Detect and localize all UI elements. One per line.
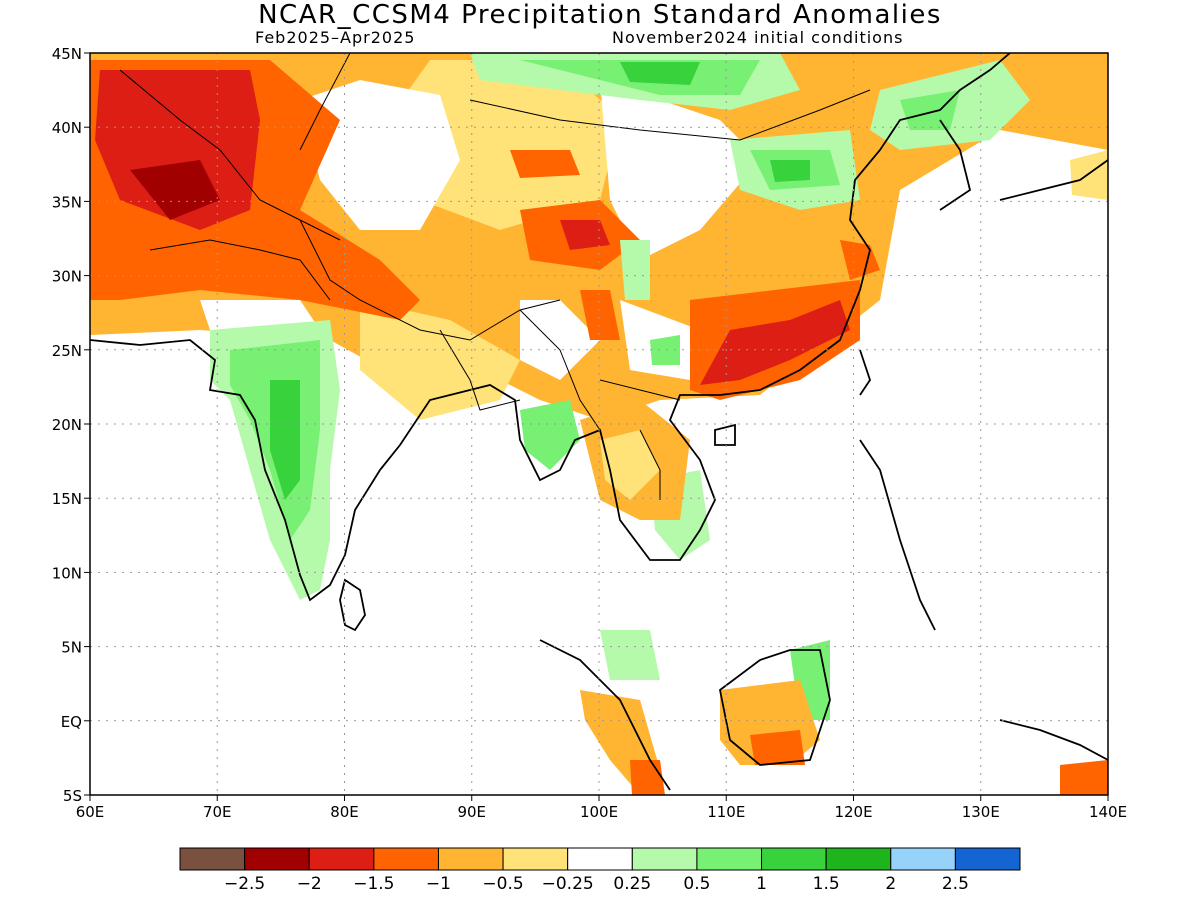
legend-label: −0.25: [542, 874, 594, 894]
coastlines: [90, 53, 1108, 791]
longitude-tick-label: 70E: [203, 803, 232, 821]
color-scale-legend: −2.5 −2 −1.5 −1 −0.5 −0.25 0.25 0.5 1 1.5 2 2.5: [179, 847, 1021, 894]
latitude-tick-label: 15N: [52, 490, 82, 508]
legend-label: 1: [756, 874, 767, 894]
gridlines: [90, 53, 1108, 795]
legend-swatch: [437, 847, 504, 871]
legend-swatch: [502, 847, 569, 871]
latitude-tick-label: 45N: [52, 45, 82, 63]
legend-label: −2: [297, 874, 322, 894]
legend-label: 2.5: [942, 874, 969, 894]
legend-swatch: [825, 847, 892, 871]
map-title: NCAR_CCSM4 Precipitation Standard Anomal…: [258, 0, 942, 30]
period-label: Feb2025–Apr2025: [255, 28, 416, 47]
longitude-tick-label: 100E: [580, 803, 618, 821]
legend-swatch: [631, 847, 698, 871]
legend-label: −2.5: [224, 874, 265, 894]
latitude-tick-label: 20N: [52, 416, 82, 434]
anomaly-field: [90, 53, 1108, 795]
longitude-tick-label: 110E: [707, 803, 745, 821]
latitude-tick-label: 25N: [52, 342, 82, 360]
initial-conditions-label: November2024 initial conditions: [612, 28, 904, 47]
legend-label: −1: [426, 874, 451, 894]
legend-label: −1.5: [353, 874, 394, 894]
longitude-tick-label: 60E: [76, 803, 105, 821]
legend-swatch: [373, 847, 439, 871]
latitude-tick-label: 10N: [52, 564, 82, 582]
legend-swatch: [761, 847, 827, 871]
country-borders: [119, 53, 871, 500]
latitude-tick-label: 5S: [63, 787, 82, 805]
legend-label: −0.5: [482, 874, 523, 894]
latitude-tick-label: 35N: [52, 193, 82, 211]
longitude-tick-label: 130E: [962, 803, 1000, 821]
longitude-tick-label: 80E: [330, 803, 359, 821]
latitude-tick-label: 5N: [61, 639, 82, 657]
latitude-tick-label: 30N: [52, 268, 82, 286]
legend-label: 0.5: [683, 874, 710, 894]
legend-swatch: [696, 847, 763, 871]
latitude-tick-label: 40N: [52, 119, 82, 137]
legend-swatch: [308, 847, 375, 871]
longitude-tick-label: 120E: [834, 803, 872, 821]
legend-label: 2: [885, 874, 896, 894]
legend-swatch: [567, 847, 633, 871]
legend-label: 0.25: [613, 874, 651, 894]
legend-swatch: [954, 847, 1021, 871]
legend-swatch: [890, 847, 956, 871]
legend-swatch: [179, 847, 246, 871]
latitude-tick-label: EQ: [61, 713, 82, 731]
legend-swatch: [244, 847, 310, 871]
longitude-tick-label: 140E: [1089, 803, 1127, 821]
longitude-tick-label: 90E: [457, 803, 486, 821]
legend-label: 1.5: [813, 874, 840, 894]
